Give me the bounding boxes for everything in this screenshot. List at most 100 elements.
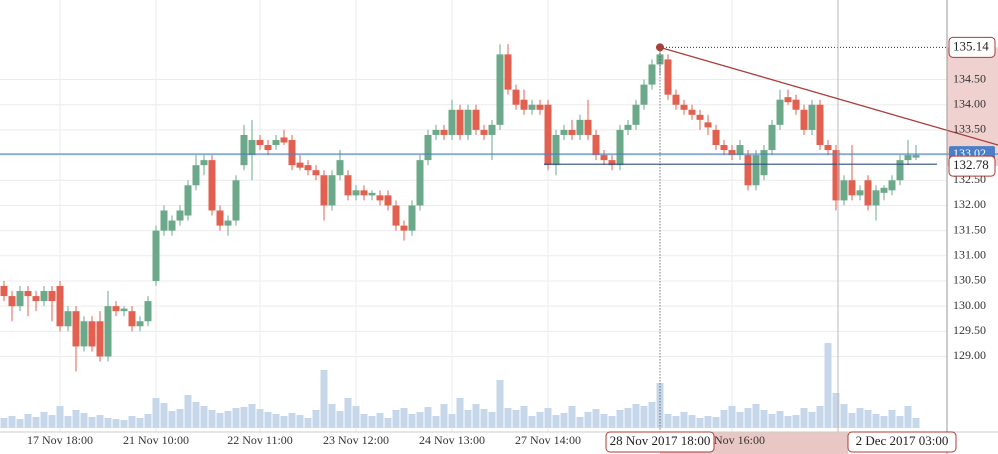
candle-body	[400, 225, 408, 231]
candle-body	[264, 145, 272, 151]
candle-body	[864, 180, 872, 206]
x-tick-label: 17 Nov 18:00	[27, 433, 93, 447]
volume-bar	[288, 413, 296, 428]
volume-bar	[864, 410, 872, 428]
candle-body	[872, 190, 880, 206]
y-tick-label: 130.00	[953, 298, 986, 312]
volume-bar	[696, 418, 704, 428]
candle-body	[904, 155, 912, 161]
volume-bar	[392, 410, 400, 428]
volume-bar	[576, 417, 584, 428]
volume-bar	[648, 402, 656, 428]
volume-bar	[168, 411, 176, 428]
y-tick-label: 131.00	[953, 248, 986, 262]
candle-body	[840, 180, 848, 201]
volume-bar	[560, 413, 568, 428]
volume-bar	[568, 406, 576, 428]
candle-body	[792, 99, 800, 110]
candle-body	[48, 291, 56, 302]
volume-bar	[608, 416, 616, 428]
marker-time-box	[847, 431, 957, 453]
candle-body	[712, 129, 720, 146]
candle-body	[680, 104, 688, 110]
candle-body	[624, 124, 632, 130]
candle-body	[768, 124, 776, 151]
volume-bar	[88, 417, 96, 428]
volume-bar	[360, 414, 368, 428]
volume-bar	[680, 412, 688, 428]
volume-bar	[184, 395, 192, 428]
candle-body	[504, 54, 512, 90]
volume-bar	[464, 410, 472, 428]
volume-bar	[256, 409, 264, 428]
volume-bar	[16, 419, 24, 428]
marker-price-box	[948, 155, 996, 177]
candle-body	[0, 286, 8, 297]
candle-body	[184, 185, 192, 216]
volume-bar	[816, 406, 824, 428]
volume-bar	[32, 417, 40, 428]
volume-bar	[272, 414, 280, 428]
volume-bar	[40, 412, 48, 428]
volume-bar	[160, 403, 168, 428]
candle-body	[200, 160, 208, 166]
volume-bar	[344, 398, 352, 428]
volume-bar	[664, 414, 672, 428]
x-tick-label: 22 Nov 11:00	[227, 433, 293, 447]
volume-bar	[480, 409, 488, 428]
candle-body	[64, 311, 72, 327]
candle-body	[424, 134, 432, 161]
candle-body	[384, 195, 392, 206]
volume-bar	[552, 415, 560, 428]
candle-body	[672, 94, 680, 105]
candle-body	[536, 104, 544, 110]
trend-point	[656, 43, 664, 52]
marker-price: 132.78	[953, 157, 989, 172]
candle-body	[8, 296, 16, 307]
volume-bar	[912, 418, 920, 428]
volume-bar	[896, 416, 904, 428]
candle-body	[832, 150, 840, 201]
candle-body	[176, 210, 184, 221]
volume-bar	[736, 412, 744, 428]
candle-body	[328, 175, 336, 206]
x-tick-label: 21 Nov 10:00	[123, 433, 189, 447]
volume-bar	[904, 406, 912, 428]
candle-body	[520, 99, 528, 110]
y-tick-label: 129.50	[953, 323, 986, 337]
y-tick-label: 132.00	[953, 197, 986, 211]
candle-body	[736, 145, 744, 156]
candle-body	[888, 180, 896, 191]
candle-body	[32, 296, 40, 302]
volume-bar	[240, 407, 248, 428]
volume-bar	[8, 416, 16, 428]
candle-body	[240, 134, 248, 166]
volume-bar	[720, 410, 728, 428]
volume-bar	[592, 409, 600, 428]
volume-bar	[72, 410, 80, 428]
candle-body	[584, 119, 592, 135]
volume-bar	[424, 407, 432, 428]
volume-bar	[120, 420, 128, 428]
volume-bar	[544, 408, 552, 428]
candle-body	[912, 155, 920, 158]
volume-bar	[800, 408, 808, 428]
candle-body	[776, 99, 784, 125]
volume-bar	[64, 416, 72, 428]
volume-bar	[192, 402, 200, 428]
volume-bar	[232, 408, 240, 428]
volume-bar	[216, 413, 224, 428]
volume-bar	[280, 416, 288, 428]
candle-body	[648, 64, 656, 85]
volume-bar	[456, 398, 464, 428]
candle-body	[496, 54, 504, 125]
candle-body	[528, 104, 536, 110]
candle-body	[248, 139, 256, 156]
volume-bar	[536, 412, 544, 428]
volume-bar	[336, 411, 344, 428]
volume-bar	[304, 418, 312, 428]
candle-body	[440, 129, 448, 135]
volume-bar	[224, 411, 232, 428]
candle-body	[664, 59, 672, 95]
candle-body	[568, 129, 576, 135]
